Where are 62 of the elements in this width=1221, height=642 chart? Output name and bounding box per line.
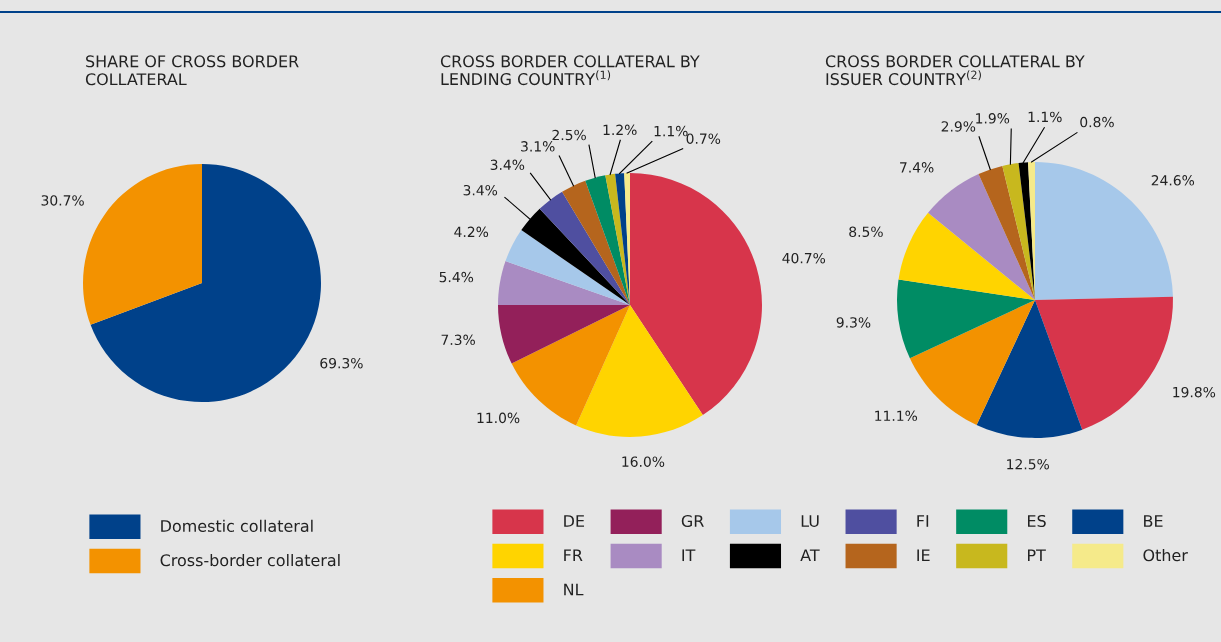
data-label: 2.5% [552,129,586,141]
chart-title: SHARE OF CROSS BORDER COLLATERAL [85,55,299,86]
pie-slice [585,175,630,305]
pie-slice [498,261,630,305]
data-label: 24.6% [1151,175,1195,186]
legend-label: LU [801,515,819,528]
pie-slice [898,212,1035,300]
legend-label: GR [681,514,704,528]
data-label: 3.4% [463,184,498,196]
data-label: 4.2% [454,226,489,238]
legend-label: FI [917,515,929,527]
data-label: 40.7% [782,252,826,264]
data-label: 7.4% [900,162,934,173]
legend-label: IE [917,549,930,562]
data-label: 2.9% [941,121,976,132]
legend-label: Domestic collateral [161,519,313,533]
pie-slice [505,230,630,305]
pie-slice [562,180,630,305]
data-label: 1.9% [976,113,1010,124]
legend-label: Other [1143,548,1188,562]
data-label: 11.1% [875,410,918,422]
pie-slice [90,164,321,402]
data-label: 8.5% [849,226,883,238]
data-label: 5.4% [439,271,474,283]
pie-slice [976,300,1083,438]
legend-label: DE [564,515,585,527]
pie-slice [605,173,630,305]
pie-slice [83,164,202,325]
pie-slice [978,165,1035,300]
data-label: 19.8% [1173,386,1216,398]
legend-label: FR [564,549,583,562]
legend-label: BE [1144,515,1163,527]
legend-label: Cross-border collateral [160,553,340,567]
legend-label: PT [1028,549,1046,562]
pie-slice [897,279,1035,359]
pie-slice [576,305,703,437]
data-label: 11.0% [477,412,520,424]
legend-label: AT [800,549,820,562]
data-label: 12.5% [1007,458,1050,470]
data-label: 1.1% [1028,111,1062,123]
data-label: 1.2% [603,124,637,136]
data-label: 16.0% [622,456,665,467]
pie-slice [1002,162,1035,300]
data-label: 30.7% [41,195,84,206]
legend-label: ES [1028,514,1046,528]
data-label: 7.3% [441,334,475,346]
data-label: 3.4% [490,159,525,171]
data-label: 1.1% [654,125,688,137]
pie-slice [539,191,630,305]
pie-slice [498,305,630,364]
data-label: 0.8% [1080,116,1114,128]
pie-slice [928,174,1035,300]
data-label: 9.3% [836,317,871,328]
legend-label: IT [682,549,696,562]
data-label: 3.1% [521,141,555,152]
pie-slice [1035,296,1173,430]
data-label: 69.3% [320,357,363,369]
chart-title: CROSS BORDER COLLATERAL BY ISSUER COUNTRY$^{(2)}$ [825,55,1085,86]
chart-title: CROSS BORDER COLLATERAL BY LENDING COUNTRY$^{(1)}$ [440,55,700,86]
data-label: 0.7% [686,133,721,144]
pie-slice [630,173,762,416]
legend-label: NL [564,583,584,596]
